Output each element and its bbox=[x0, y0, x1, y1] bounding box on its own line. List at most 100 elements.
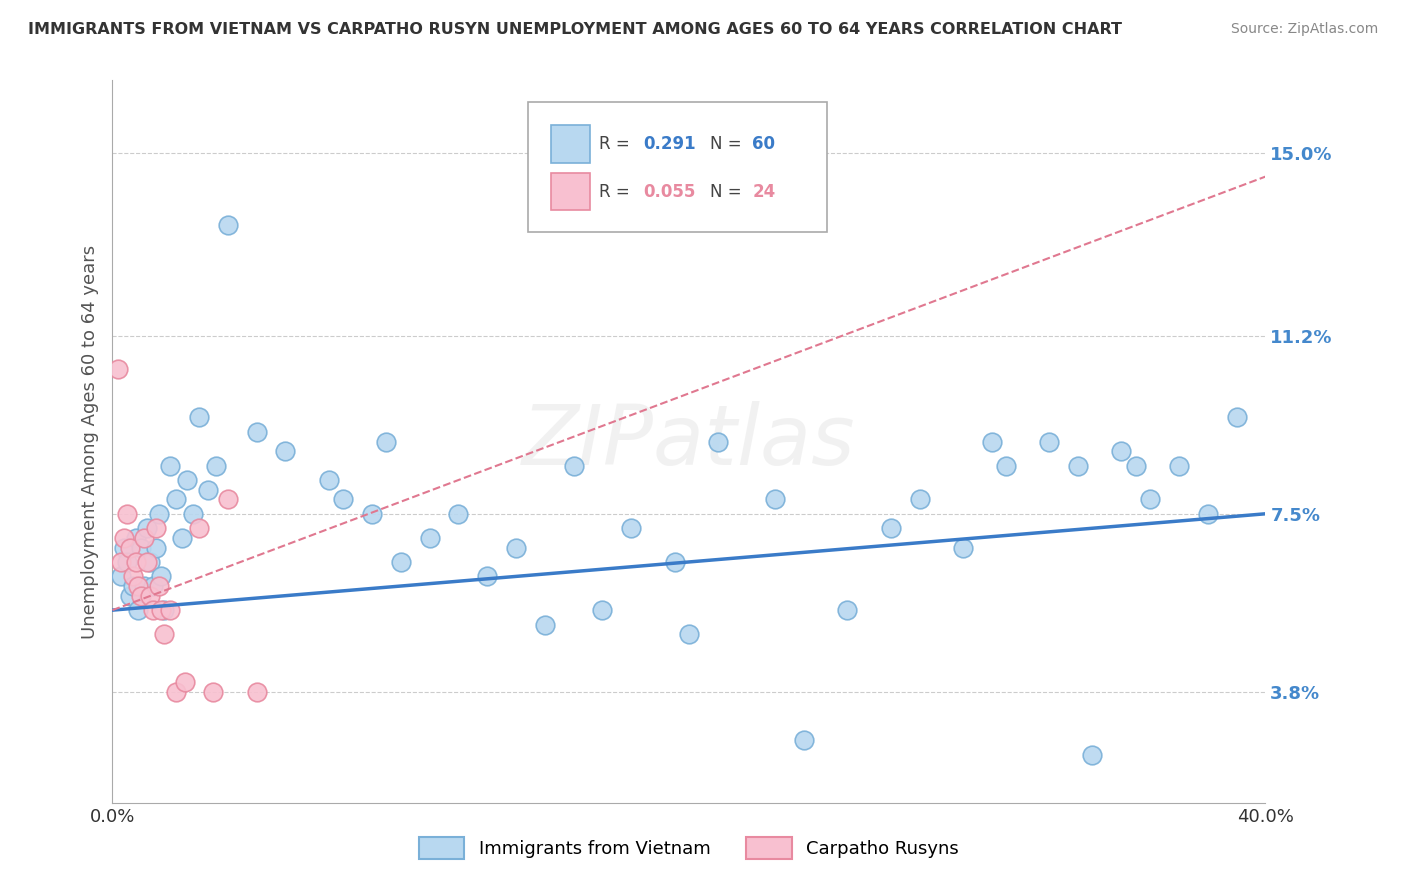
Point bbox=[134, 579, 156, 593]
Text: N =: N = bbox=[710, 183, 747, 201]
Point bbox=[765, 492, 787, 507]
Point bbox=[115, 507, 138, 521]
Point bbox=[110, 569, 132, 583]
Point bbox=[197, 483, 219, 497]
Point bbox=[121, 579, 143, 593]
Point bbox=[592, 603, 614, 617]
Point bbox=[165, 685, 187, 699]
Point bbox=[1197, 507, 1219, 521]
Point bbox=[110, 555, 132, 569]
Text: R =: R = bbox=[599, 135, 636, 153]
Point bbox=[375, 434, 398, 449]
Point bbox=[389, 555, 412, 569]
Point bbox=[1038, 434, 1060, 449]
Point bbox=[678, 627, 700, 641]
Point bbox=[707, 434, 730, 449]
Point bbox=[115, 555, 138, 569]
Point bbox=[139, 555, 162, 569]
Point bbox=[995, 458, 1018, 473]
Point bbox=[980, 434, 1002, 449]
Point bbox=[145, 521, 167, 535]
Text: 60: 60 bbox=[752, 135, 775, 153]
Point bbox=[176, 473, 198, 487]
Point bbox=[246, 685, 269, 699]
Text: N =: N = bbox=[710, 135, 747, 153]
Point bbox=[1139, 492, 1161, 507]
Point bbox=[107, 362, 129, 376]
Point bbox=[170, 531, 193, 545]
Point bbox=[1081, 747, 1104, 762]
Point bbox=[153, 627, 176, 641]
Point bbox=[118, 589, 141, 603]
Text: R =: R = bbox=[599, 183, 636, 201]
Point bbox=[332, 492, 354, 507]
Point bbox=[142, 579, 165, 593]
Point bbox=[121, 569, 143, 583]
Point bbox=[134, 531, 156, 545]
Point bbox=[129, 589, 153, 603]
Point bbox=[136, 521, 159, 535]
Point bbox=[205, 458, 228, 473]
Point bbox=[112, 531, 135, 545]
Point bbox=[148, 579, 170, 593]
Point bbox=[142, 603, 165, 617]
Point bbox=[188, 410, 211, 425]
Point bbox=[1168, 458, 1191, 473]
FancyBboxPatch shape bbox=[551, 173, 589, 211]
Point bbox=[1111, 444, 1133, 458]
Point bbox=[419, 531, 441, 545]
Point bbox=[159, 603, 181, 617]
Point bbox=[127, 579, 149, 593]
Point bbox=[159, 458, 181, 473]
Point bbox=[447, 507, 470, 521]
Text: IMMIGRANTS FROM VIETNAM VS CARPATHO RUSYN UNEMPLOYMENT AMONG AGES 60 TO 64 YEARS: IMMIGRANTS FROM VIETNAM VS CARPATHO RUSY… bbox=[28, 22, 1122, 37]
Point bbox=[908, 492, 931, 507]
Point bbox=[274, 444, 297, 458]
Point bbox=[318, 473, 340, 487]
Point bbox=[562, 458, 585, 473]
Point bbox=[165, 492, 187, 507]
Point bbox=[202, 685, 225, 699]
Point bbox=[150, 603, 173, 617]
Point bbox=[124, 555, 146, 569]
Point bbox=[664, 555, 686, 569]
Point bbox=[620, 521, 643, 535]
Text: 0.291: 0.291 bbox=[643, 135, 696, 153]
Point bbox=[1067, 458, 1090, 473]
Point bbox=[173, 675, 195, 690]
Point bbox=[129, 541, 153, 555]
Point bbox=[952, 541, 974, 555]
FancyBboxPatch shape bbox=[551, 125, 589, 162]
Y-axis label: Unemployment Among Ages 60 to 64 years: Unemployment Among Ages 60 to 64 years bbox=[80, 244, 98, 639]
Text: 24: 24 bbox=[752, 183, 776, 201]
Point bbox=[361, 507, 384, 521]
Point bbox=[153, 603, 176, 617]
Text: Source: ZipAtlas.com: Source: ZipAtlas.com bbox=[1230, 22, 1378, 37]
Point bbox=[136, 555, 159, 569]
Point bbox=[534, 617, 557, 632]
Text: ZIPatlas: ZIPatlas bbox=[522, 401, 856, 482]
Point bbox=[145, 541, 167, 555]
Point bbox=[246, 425, 269, 439]
Point bbox=[150, 569, 173, 583]
Point bbox=[1226, 410, 1249, 425]
Point bbox=[127, 603, 149, 617]
FancyBboxPatch shape bbox=[527, 102, 827, 232]
Point bbox=[793, 733, 815, 747]
Point bbox=[217, 492, 239, 507]
Point bbox=[181, 507, 204, 521]
Legend: Immigrants from Vietnam, Carpatho Rusyns: Immigrants from Vietnam, Carpatho Rusyns bbox=[412, 830, 966, 866]
Point bbox=[477, 569, 499, 583]
Point bbox=[188, 521, 211, 535]
Text: 0.055: 0.055 bbox=[643, 183, 695, 201]
Point bbox=[124, 531, 146, 545]
Point bbox=[112, 541, 135, 555]
Point bbox=[118, 541, 141, 555]
Point bbox=[505, 541, 527, 555]
Point bbox=[837, 603, 859, 617]
Point bbox=[1125, 458, 1147, 473]
Point bbox=[139, 589, 162, 603]
Point bbox=[148, 507, 170, 521]
Point bbox=[880, 521, 903, 535]
Point bbox=[217, 218, 239, 232]
